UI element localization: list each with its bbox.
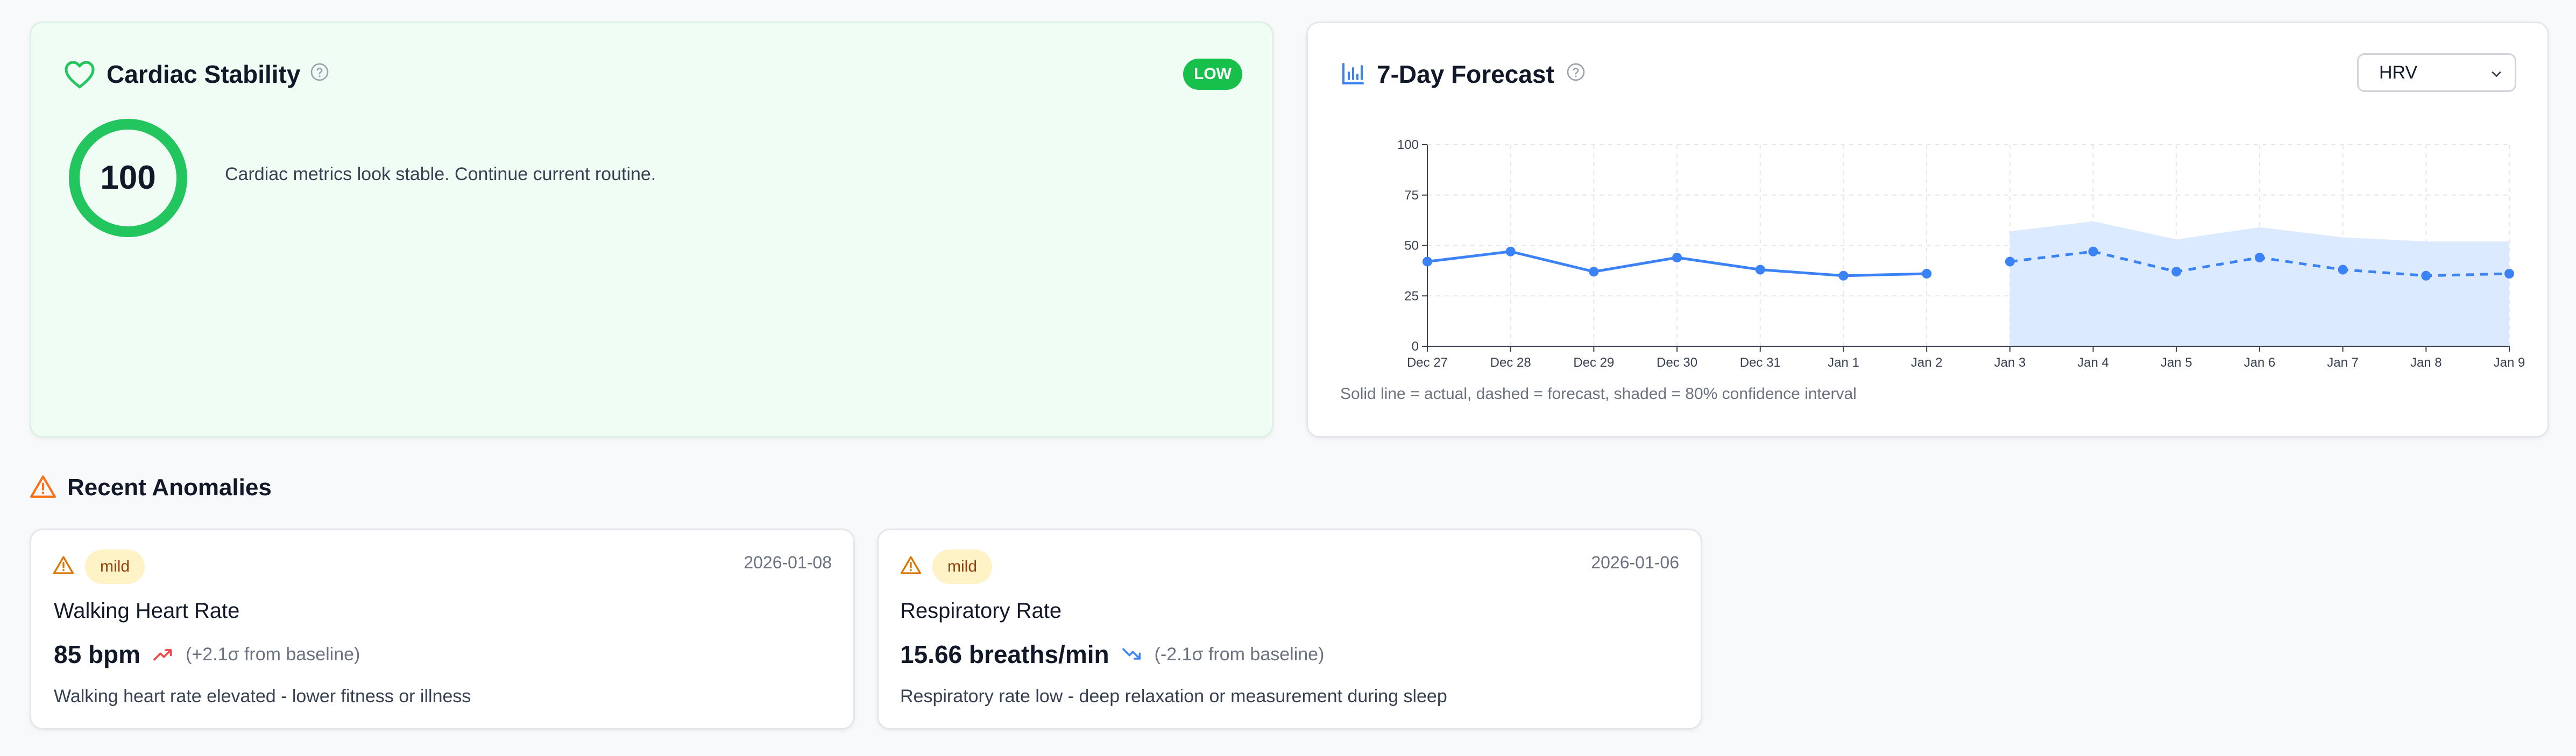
score-ring — [69, 119, 187, 237]
y-tick-label: 25 — [1404, 289, 1419, 303]
anomaly-note: Respiratory rate low - deep relaxation o… — [900, 686, 1447, 707]
actual-point — [1505, 246, 1516, 256]
anomaly-value: 85 bpm — [54, 640, 141, 668]
x-tick-label: Jan 7 — [2327, 355, 2359, 370]
x-tick-label: Jan 5 — [2161, 355, 2192, 370]
actual-point — [1423, 256, 1432, 267]
forecast-point — [2088, 246, 2098, 256]
forecast-point — [2005, 256, 2015, 267]
x-tick-label: Dec 27 — [1407, 355, 1448, 370]
anomaly-card[interactable]: mild 2026-01-08 Walking Heart Rate 85 bp… — [30, 529, 855, 730]
chevron-down-icon — [2492, 72, 2501, 77]
y-tick-label: 50 — [1404, 239, 1419, 253]
stability-message: Cardiac metrics look stable. Continue cu… — [225, 164, 656, 184]
bar-chart-icon — [1342, 63, 1364, 84]
stability-score: 100 — [100, 159, 156, 196]
forecast-point — [2254, 253, 2264, 262]
x-tick-label: Dec 31 — [1740, 355, 1781, 370]
anomaly-value: 15.66 breaths/min — [900, 640, 1109, 668]
heart-icon — [65, 61, 95, 89]
actual-point — [1922, 269, 1932, 279]
warning-icon — [30, 475, 56, 498]
anomaly-note: Walking heart rate elevated - lower fitn… — [54, 686, 471, 707]
x-tick-label: Dec 30 — [1657, 355, 1697, 370]
forecast-card: 7-Day Forecast HRV 0 25 50 75 100 Dec 27 Dec 2… — [1306, 22, 2549, 438]
metric-select[interactable]: HRV — [2357, 53, 2516, 92]
forecast-point — [2421, 270, 2431, 281]
forecast-point — [2171, 267, 2182, 277]
x-tick-label: Jan 6 — [2244, 355, 2276, 370]
cardiac-stability-card: Cardiac Stability LOW 100 Cardiac metric… — [30, 22, 1273, 438]
status-badge: LOW — [1183, 59, 1242, 90]
actual-point — [1838, 270, 1849, 281]
metric-select-value: HRV — [2379, 62, 2418, 83]
severity-badge: mild — [932, 550, 993, 584]
card-title: 7-Day Forecast — [1377, 60, 1554, 88]
trending-down-icon — [1122, 648, 1141, 660]
y-tick-label: 0 — [1412, 339, 1419, 354]
anomaly-metric: Respiratory Rate — [900, 599, 1062, 623]
anomaly-deviation: (+2.1σ from baseline) — [186, 644, 360, 665]
forecast-point — [2338, 265, 2348, 275]
forecast-chart: 0 25 50 75 100 Dec 27 Dec 28 Dec 29 Dec 30 Dec 31… — [1397, 138, 2525, 370]
anomaly-value-row: 85 bpm (+2.1σ from baseline) — [54, 640, 360, 669]
section-title: Recent Anomalies — [67, 474, 272, 501]
question-circle-icon[interactable] — [1566, 62, 1586, 82]
actual-point — [1589, 267, 1599, 277]
x-tick-label: Dec 29 — [1573, 355, 1614, 370]
card-title: Cardiac Stability — [107, 60, 301, 88]
y-tick-label: 100 — [1397, 138, 1419, 152]
warning-icon — [53, 556, 74, 574]
x-tick-label: Jan 2 — [1911, 355, 1943, 370]
anomaly-metric: Walking Heart Rate — [54, 599, 240, 623]
warning-icon — [900, 556, 922, 574]
x-tick-label: Jan 3 — [1994, 355, 2026, 370]
anomaly-date: 2026-01-08 — [744, 553, 832, 572]
anomaly-date: 2026-01-06 — [1591, 553, 1679, 572]
x-tick-label: Jan 8 — [2410, 355, 2442, 370]
x-tick-label: Jan 1 — [1828, 355, 1859, 370]
anomaly-deviation: (-2.1σ from baseline) — [1154, 644, 1325, 665]
x-tick-label: Jan 4 — [2077, 355, 2109, 370]
actual-point — [1755, 265, 1765, 275]
y-tick-label: 75 — [1404, 188, 1419, 203]
forecast-point — [2504, 269, 2514, 279]
anomaly-value-row: 15.66 breaths/min (-2.1σ from baseline) — [900, 640, 1324, 669]
x-tick-label: Dec 28 — [1490, 355, 1531, 370]
question-circle-icon[interactable] — [310, 62, 329, 82]
severity-badge: mild — [85, 550, 145, 584]
anomaly-card[interactable]: mild 2026-01-06 Respiratory Rate 15.66 b… — [877, 529, 1702, 730]
trending-up-icon — [153, 649, 172, 661]
confidence-band — [2009, 221, 2509, 346]
x-tick-label: Jan 9 — [2494, 355, 2525, 370]
actual-point — [1672, 253, 1682, 262]
chart-caption: Solid line = actual, dashed = forecast, … — [1340, 385, 1857, 403]
